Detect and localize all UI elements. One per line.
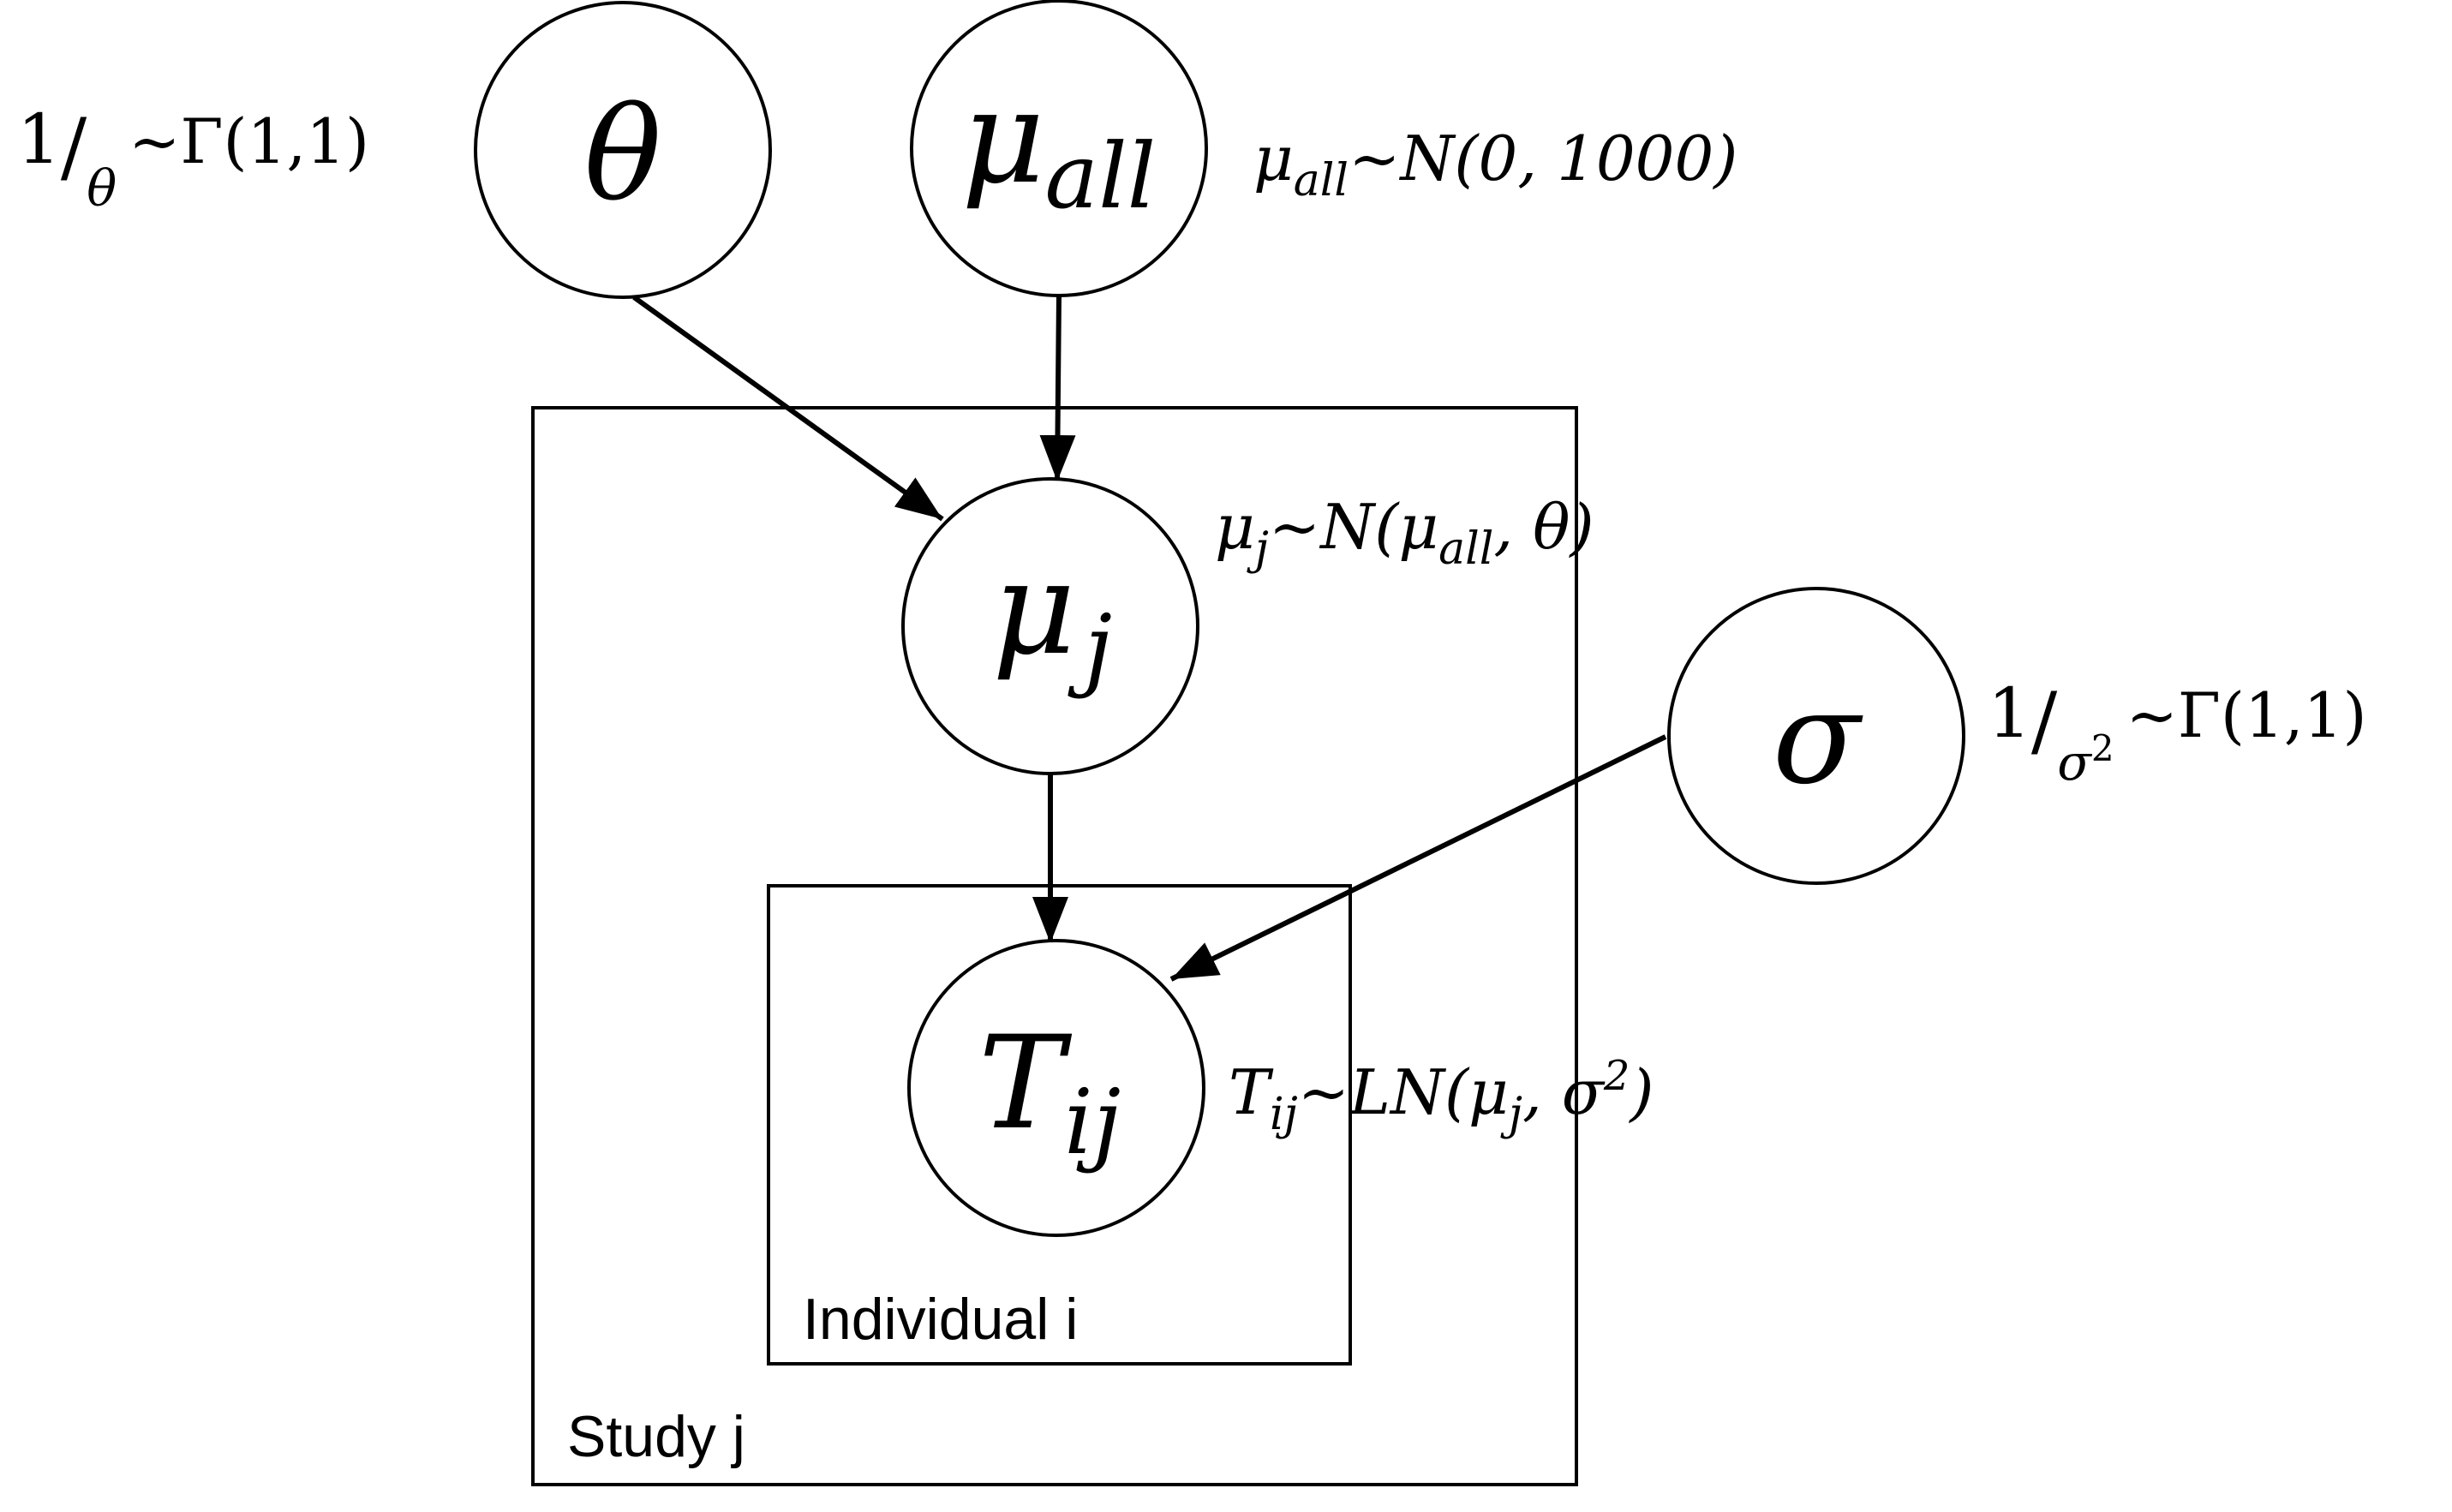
individual-plate-label: Individual i — [803, 1287, 1078, 1352]
node-mu-j: μj — [901, 477, 1199, 775]
individual-plate — [767, 884, 1352, 1366]
node-mu-all-symbol: μall — [961, 63, 1156, 229]
node-t-ij-symbol: Tij — [978, 1009, 1121, 1174]
node-sigma-symbol: σ — [1773, 664, 1863, 813]
prior-theta: 1/θ~Γ(1,1) — [17, 99, 369, 218]
node-theta-symbol: θ — [584, 81, 661, 230]
edge-mu-all-to-mu-j — [1039, 295, 1076, 482]
node-mu-j-symbol: μj — [992, 535, 1112, 700]
node-mu-all: μall — [910, 0, 1208, 297]
study-plate-label: Study j — [567, 1404, 745, 1469]
prior-mu-j: μj~N(μall, θ) — [1215, 491, 1594, 575]
prior-sigma: 1/σ2 ~Γ(1,1) — [1988, 673, 2367, 792]
prior-mu-all: μall~N(0, 1000) — [1253, 123, 1737, 206]
prior-t-ij: Tij~LN(μj, σ2) — [1229, 1052, 1654, 1140]
node-theta: θ — [474, 1, 772, 299]
edge-theta-to-mu-j — [632, 295, 944, 522]
edge-sigma-to-t-ij — [1169, 734, 1667, 982]
node-sigma: σ — [1667, 587, 1965, 885]
node-t-ij: Tij — [907, 939, 1205, 1237]
study-plate — [531, 406, 1578, 1486]
